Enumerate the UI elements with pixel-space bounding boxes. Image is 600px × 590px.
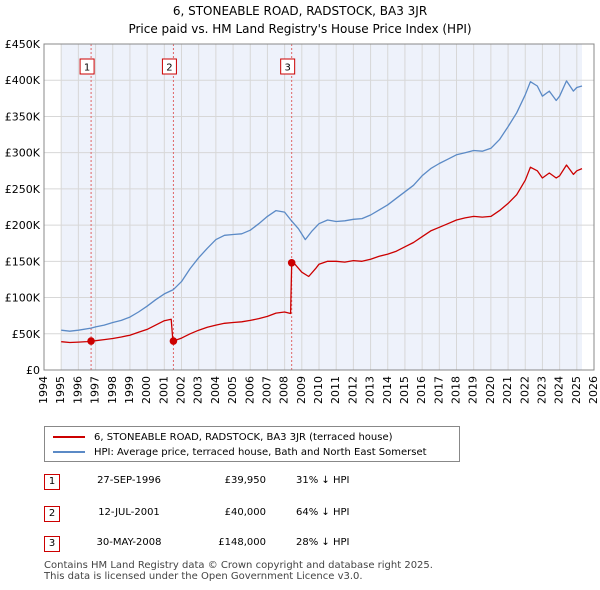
sale-hpi-diff: 64% ↓ HPI: [296, 507, 350, 518]
legend-swatch-property: [53, 436, 85, 438]
x-tick-label: 1999: [123, 376, 136, 404]
plot-frame: [43, 43, 595, 371]
sale-date: 12-JUL-2001: [98, 507, 160, 518]
y-tick-label: £50K: [12, 328, 41, 341]
x-tick-label: 2001: [157, 376, 170, 404]
x-tick-label: 2010: [312, 376, 325, 404]
x-tick-label: 2022: [518, 376, 531, 404]
y-tick-label: £350K: [5, 110, 41, 123]
x-tick-label: 2013: [364, 376, 377, 404]
footer-line-1: Contains HM Land Registry data © Crown c…: [44, 560, 433, 571]
x-tick-label: 2023: [535, 376, 548, 404]
x-tick-label: 2004: [209, 376, 222, 404]
y-tick-label: £400K: [5, 74, 41, 87]
y-tick-label: £150K: [5, 255, 41, 268]
sale-price: £39,950: [224, 475, 266, 486]
sale-number-box: [280, 58, 296, 75]
sale-point: [287, 258, 296, 267]
x-tick-label: 1994: [37, 376, 50, 404]
sale-number-badge: 1: [44, 474, 60, 490]
x-tick-label: 2019: [467, 376, 480, 404]
x-tick-label: 2012: [346, 376, 359, 404]
x-tick-label: 2017: [432, 376, 445, 404]
sale-price: £148,000: [218, 537, 266, 548]
sale-number-label: 1: [84, 63, 90, 74]
sale-number-box: [161, 58, 177, 75]
x-tick-label: 2024: [553, 376, 566, 404]
series-line-hpi: [61, 80, 583, 332]
footer-note: Contains HM Land Registry data © Crown c…: [44, 560, 433, 582]
sale-number-label: 3: [284, 63, 290, 74]
sale-point: [87, 337, 95, 345]
sale-number-badge: 3: [44, 536, 60, 552]
sale-price: £40,000: [224, 507, 266, 518]
series-line-property: [61, 164, 583, 344]
x-tick-label: 2025: [570, 376, 583, 404]
x-tick-label: 2020: [484, 376, 497, 404]
x-tick-label: 2005: [226, 376, 239, 404]
x-tick-label: 2006: [243, 376, 256, 404]
legend-item-hpi: HPI: Average price, terraced house, Bath…: [53, 445, 427, 459]
footer-line-2: This data is licensed under the Open Gov…: [44, 571, 363, 582]
x-tick-label: 2003: [192, 376, 205, 404]
price-chart: £0 £50K £100K £150K £200K £250K £300K £350K £400…: [5, 38, 600, 404]
y-tick-label: £200K: [5, 219, 41, 232]
data-period-band: [61, 44, 582, 370]
legend-label-property: 6, STONEABLE ROAD, RADSTOCK, BA3 3JR (te…: [94, 431, 393, 443]
sale-hpi-diff: 31% ↓ HPI: [296, 475, 350, 486]
chart-title-line1: 6, STONEABLE ROAD, RADSTOCK, BA3 3JR: [172, 4, 428, 18]
chart-title-line2: Price paid vs. HM Land Registry's House …: [128, 22, 472, 36]
y-tick-label: £0: [26, 364, 40, 377]
y-tick-label: £450K: [5, 38, 41, 51]
y-tick-label: £300K: [5, 147, 41, 160]
legend-item-property: 6, STONEABLE ROAD, RADSTOCK, BA3 3JR (te…: [53, 430, 393, 444]
sale-hpi-diff: 28% ↓ HPI: [296, 537, 350, 548]
legend: 6, STONEABLE ROAD, RADSTOCK, BA3 3JR (te…: [44, 426, 460, 462]
y-tick-label: £100K: [5, 292, 41, 305]
x-tick-label: 2009: [295, 376, 308, 404]
sale-point: [169, 337, 178, 345]
sale-number-badge: 2: [44, 506, 60, 522]
x-tick-label: 2018: [450, 376, 463, 404]
y-tick-label: £250K: [5, 183, 41, 196]
x-tick-label: 2026: [587, 376, 600, 404]
sale-number-box: [79, 58, 95, 75]
legend-swatch-hpi: [53, 451, 85, 453]
x-tick-label: 2008: [278, 376, 291, 404]
x-tick-label: 2002: [175, 376, 188, 404]
x-tick-label: 2014: [381, 376, 394, 404]
x-tick-label: 2011: [329, 376, 342, 404]
x-tick-label: 2021: [501, 376, 514, 404]
x-tick-label: 1995: [54, 376, 67, 404]
x-tick-label: 2000: [140, 376, 153, 404]
x-tick-label: 1996: [71, 376, 84, 404]
x-tick-label: 1997: [89, 376, 102, 404]
x-tick-label: 1998: [106, 376, 119, 404]
x-tick-label: 2015: [398, 376, 411, 404]
legend-label-hpi: HPI: Average price, terraced house, Bath…: [94, 446, 427, 458]
sale-number-label: 2: [166, 63, 172, 74]
sale-date: 27-SEP-1996: [97, 475, 161, 486]
sale-date: 30-MAY-2008: [96, 537, 162, 548]
x-tick-label: 2016: [415, 376, 428, 404]
x-tick-label: 2007: [260, 376, 273, 404]
